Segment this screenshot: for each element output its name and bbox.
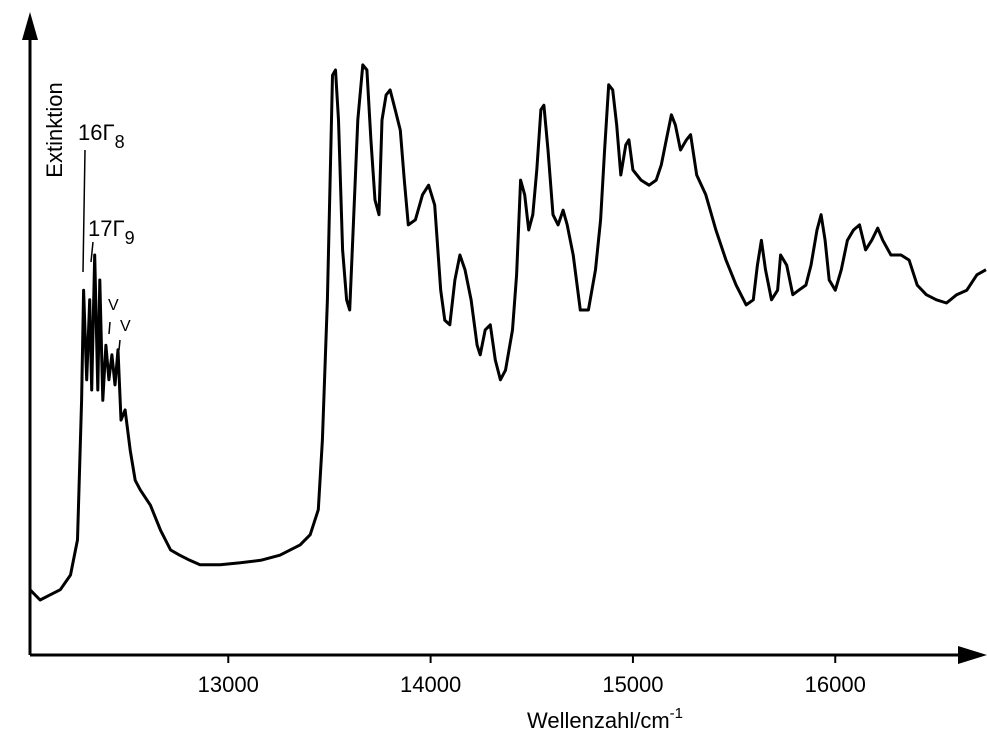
y-axis-label: Extinktion <box>42 82 67 177</box>
annotation: V <box>120 318 131 335</box>
annotation: V <box>108 297 119 314</box>
spectrum-line <box>28 63 987 602</box>
annotation-pointer <box>118 339 121 351</box>
annotation-pointer <box>90 241 94 263</box>
annotation: 17Γ9 <box>88 216 135 248</box>
x-tick-label: 14000 <box>400 672 461 697</box>
annotation: 16Γ8 <box>78 120 125 152</box>
x-axis-arrow <box>958 646 987 664</box>
annotation-pointer <box>82 149 86 273</box>
x-tick-label: 13000 <box>198 672 259 697</box>
annotation-text: 16Γ <box>78 120 115 145</box>
x-axis-label: Wellenzahl/cm-1 <box>527 705 683 733</box>
x-tick-label: 16000 <box>805 672 866 697</box>
x-axis-label-text: Wellenzahl/cm <box>527 708 670 733</box>
y-axis-arrow <box>22 12 38 40</box>
annotation-text: 17Γ <box>88 216 125 241</box>
annotation-pointer <box>108 321 111 335</box>
x-tick-label: 15000 <box>602 672 663 697</box>
annotation-sub: 8 <box>115 132 125 152</box>
annotation-sub: 9 <box>125 228 135 248</box>
x-axis-label-sup: -1 <box>670 705 683 722</box>
